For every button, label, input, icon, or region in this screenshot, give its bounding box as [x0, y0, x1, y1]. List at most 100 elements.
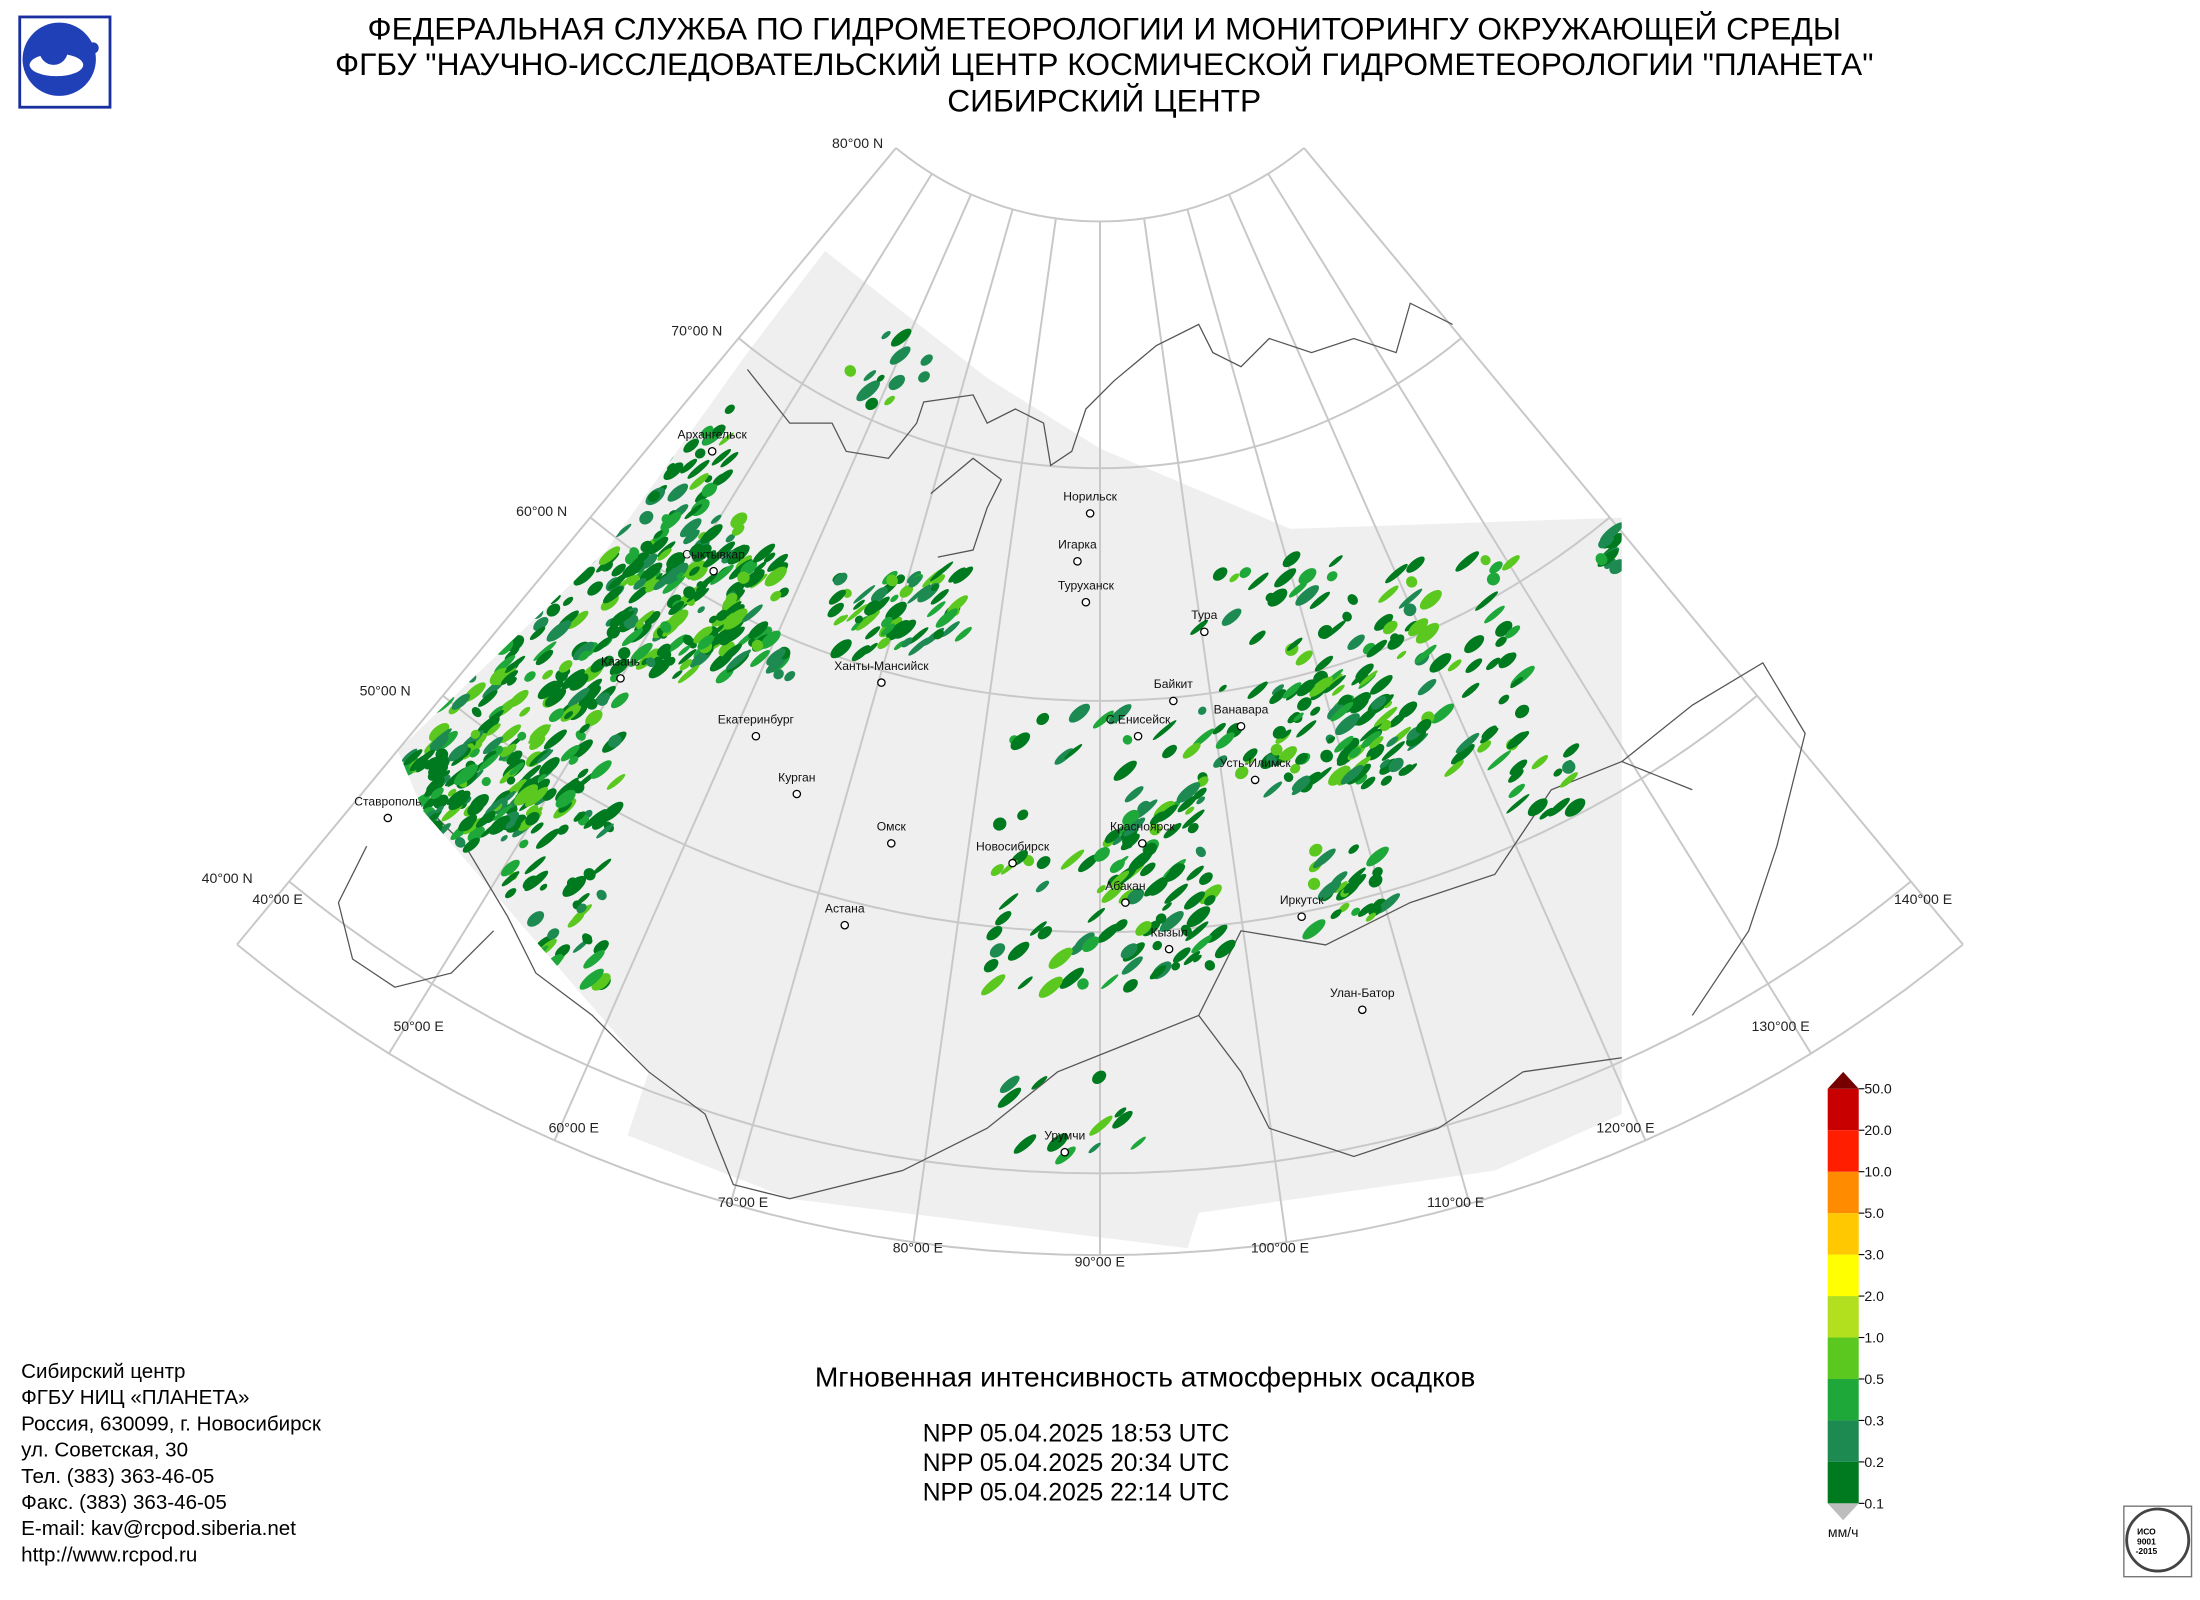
precip-cell: [1195, 846, 1206, 858]
city-label: Сыктывкар: [682, 547, 745, 561]
precip-cell: [760, 630, 781, 649]
precip-cell: [522, 875, 539, 890]
precip-cell: [1371, 695, 1387, 710]
product-title: Мгновенная интенсивность атмосферных оса…: [815, 1360, 1476, 1392]
precip-cell: [1378, 585, 1399, 603]
precip-cell: [645, 657, 656, 668]
precip-cell: [1101, 883, 1124, 903]
precip-cell: [451, 693, 471, 710]
precip-cell: [886, 574, 898, 587]
precip-cell: [1406, 576, 1418, 588]
precip-cell: [983, 958, 999, 973]
precip-cell: [694, 448, 706, 459]
precip-cell: [890, 328, 912, 347]
precip-cell: [1415, 622, 1440, 644]
precip-cell: [478, 690, 498, 707]
header-line: СИБИРСКИЙ ЦЕНТР: [947, 82, 1261, 118]
precip-cell: [1398, 701, 1418, 718]
precip-cell: [1347, 594, 1358, 605]
precip-cell: [587, 581, 603, 596]
precip-cell: [676, 572, 684, 579]
precip-cell: [1182, 742, 1201, 759]
precip-cell: [1309, 591, 1330, 610]
precip-cell: [505, 888, 517, 899]
city-marker: [1138, 839, 1147, 848]
precip-cell: [1059, 967, 1085, 989]
meridian-label: 40°00 E: [252, 891, 302, 907]
colorbar-segment: [1827, 1337, 1859, 1379]
precip-cell: [424, 757, 439, 770]
precip-cell: [748, 621, 769, 639]
precip-cell: [723, 608, 748, 630]
parallel: [288, 880, 1912, 1175]
city-label: Красноярск: [1110, 820, 1175, 834]
city-label: Байкит: [1154, 677, 1194, 691]
precip-cell: [1010, 732, 1031, 751]
precip-cell: [467, 799, 485, 816]
precip-cell: [663, 462, 684, 481]
precip-cell: [462, 639, 478, 653]
precip-cell: [1335, 713, 1360, 736]
precip-cell: [622, 610, 635, 621]
precip-cell: [529, 724, 551, 743]
precip-cell: [1104, 829, 1121, 844]
precip-cell: [618, 647, 631, 660]
precip-cell: [1206, 924, 1228, 943]
precip-cell: [1060, 849, 1085, 870]
precip-cell: [504, 647, 520, 661]
precip-cell: [435, 805, 444, 814]
precip-cell: [1334, 735, 1354, 753]
precip-cell: [486, 600, 495, 608]
precip-cell: [606, 625, 621, 639]
precip-cell: [639, 553, 658, 570]
precip-cell: [567, 687, 590, 707]
precip-cell: [1149, 965, 1167, 980]
precip-cell: [930, 584, 939, 592]
precip-cell: [519, 706, 531, 717]
precip-cell: [1609, 559, 1622, 575]
precip-cell: [941, 621, 960, 638]
meridian-label: 120°00 E: [1596, 1119, 1654, 1135]
precip-cell: [1293, 712, 1304, 722]
precip-cell: [424, 836, 446, 855]
precip-cell: [610, 417, 627, 431]
precip-cell: [1068, 703, 1091, 723]
colorbar-label: 5.0: [1864, 1205, 1884, 1221]
colorbar-segment: [1827, 1130, 1859, 1172]
precip-cell: [1287, 637, 1303, 651]
precip-cell: [1212, 722, 1226, 735]
precip-cell: [1177, 795, 1198, 813]
precip-cell: [687, 459, 710, 479]
precip-cell: [1455, 732, 1480, 754]
city-marker: [1085, 509, 1095, 518]
precip-cell: [1563, 743, 1580, 758]
precip-cell: [1295, 650, 1313, 666]
precip-cell: [1198, 706, 1207, 715]
precip-cell: [592, 816, 608, 830]
city-label: Астана: [825, 901, 865, 915]
precip-cell: [567, 610, 589, 629]
parallel: [895, 147, 1305, 223]
precip-cell: [1605, 533, 1622, 549]
precip-cell: [447, 788, 457, 797]
logo-planet: [39, 36, 68, 65]
precip-cell: [459, 817, 475, 832]
precip-cell: [529, 626, 546, 641]
precip-cell: [569, 673, 589, 691]
precip-cell: [846, 604, 868, 622]
meridian-label: 60°00 E: [549, 1119, 599, 1135]
precip-cell: [880, 623, 895, 636]
precip-cell: [707, 550, 717, 559]
precip-cell: [433, 794, 449, 809]
precip-cell: [539, 967, 556, 981]
precip-cell: [1031, 1076, 1048, 1090]
precip-cell: [666, 634, 688, 653]
precip-cell: [1461, 682, 1480, 698]
precip-cell: [908, 627, 929, 645]
precip-cell: [515, 978, 528, 990]
precip-cell: [1112, 1110, 1133, 1129]
precip-cell: [459, 601, 476, 617]
precip-cell: [1406, 556, 1425, 573]
precip-cell: [1288, 581, 1308, 598]
precip-cell: [1489, 561, 1503, 574]
